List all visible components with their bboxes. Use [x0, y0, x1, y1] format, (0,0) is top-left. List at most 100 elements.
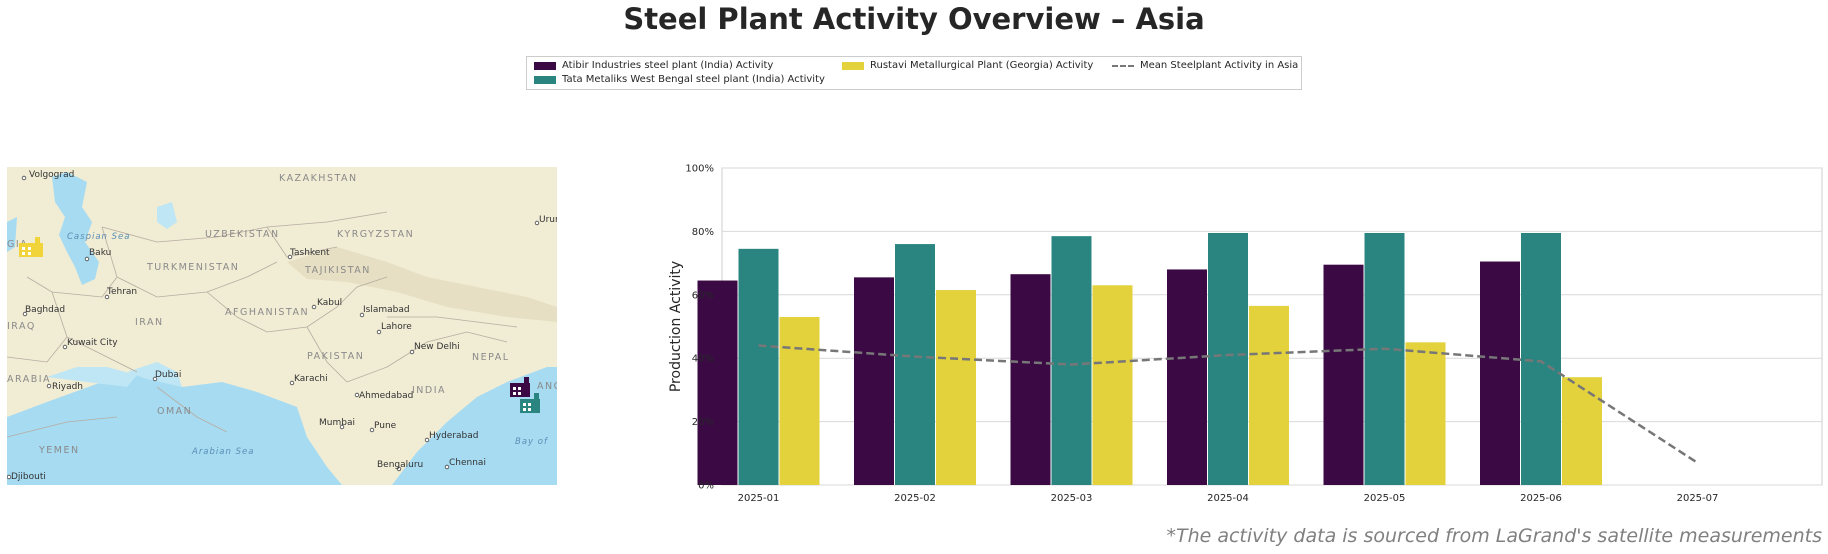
map-caspian-sea: [52, 172, 99, 285]
y-tick-label: 100%: [685, 164, 714, 175]
map-country-label: NEPAL: [472, 352, 510, 363]
map-sea-label: Arabian Sea: [191, 447, 254, 457]
map-country-label: GIA: [7, 239, 28, 250]
bar: [1480, 261, 1520, 485]
legend-swatch-rustavi: [842, 61, 864, 70]
bar: [1051, 236, 1092, 485]
map-city-label: Lahore: [381, 322, 412, 332]
bar: [936, 290, 976, 485]
map-himalaya-shade: [287, 247, 557, 322]
legend-item-rustavi: Rustavi Metallurgical Plant (Georgia) Ac…: [842, 60, 1093, 71]
bar-chart: 0% 20% 40% 60% 80% 100% 2025-01 2025-02 2025-03 2…: [640, 160, 1828, 514]
y-tick-label: 20%: [692, 417, 714, 428]
map-city-dots: [7, 175, 540, 480]
x-tick-label: 2025-03: [1051, 493, 1093, 504]
x-tick-label: 2025-07: [1677, 493, 1719, 504]
factory-icon[interactable]: [510, 377, 530, 397]
y-axis-label: Production Activity: [668, 261, 684, 392]
legend-swatch-tata: [534, 75, 556, 84]
x-tick-label: 2025-06: [1520, 493, 1562, 504]
map-country-label: KAZAKHSTAN: [279, 173, 358, 184]
legend: Atibir Industries steel plant (India) Ac…: [526, 56, 1302, 90]
chart-svg: 0% 20% 40% 60% 80% 100% 2025-01 2025-02 2025-03 2…: [668, 164, 1823, 505]
map-sea-label: Caspian Sea: [67, 232, 130, 242]
map-city-label: Kuwait City: [67, 338, 118, 348]
bar: [738, 248, 779, 485]
bars: [697, 232, 1602, 485]
map-country-label: YEMEN: [38, 445, 80, 456]
footnote: *The activity data is sourced from LaGra…: [1166, 525, 1822, 547]
map-gulf-shade: [47, 367, 137, 387]
map-city-label: Chennai: [449, 458, 486, 468]
map-country-label: AFGHANISTAN: [225, 307, 309, 318]
bar: [1167, 269, 1207, 485]
legend-swatch-mean: [1112, 64, 1134, 67]
map-city-label: Tehran: [106, 287, 137, 297]
map-city-label: Bengaluru: [377, 460, 423, 470]
map-city-label: Dubai: [155, 370, 181, 380]
map-city-label: Hyderabad: [429, 431, 479, 441]
map-sea-label: Bay of: [515, 437, 549, 447]
map-country-label: PAKISTAN: [307, 351, 364, 362]
bar: [1405, 342, 1446, 485]
bar: [1092, 285, 1133, 485]
x-tick-label: 2025-05: [1364, 493, 1406, 504]
map-city-label: Baku: [89, 248, 111, 258]
y-tick-label: 0%: [698, 481, 714, 492]
map-country-label: TURKMENISTAN: [146, 262, 239, 273]
axes: 0% 20% 40% 60% 80% 100% 2025-01 2025-02 2025-03 2…: [668, 164, 1718, 505]
map-city-label: Karachi: [294, 374, 328, 384]
map-country-label: UZBEKISTAN: [205, 229, 280, 240]
bar: [1208, 232, 1248, 485]
factory-icon[interactable]: [520, 393, 540, 413]
map-country-label: ANG: [537, 381, 557, 392]
bar: [1364, 232, 1405, 485]
legend-item-mean: Mean Steelplant Activity in Asia: [1112, 60, 1298, 71]
map-city-label: Djibouti: [11, 472, 46, 482]
factory-icon[interactable]: [19, 237, 43, 257]
bar: [779, 316, 820, 485]
map-city-label: Kabul: [317, 298, 342, 308]
legend-label-atibir: Atibir Industries steel plant (India) Ac…: [562, 60, 774, 71]
x-tick-label: 2025-01: [738, 493, 780, 504]
bar: [697, 280, 738, 485]
map-black-sea: [7, 217, 17, 252]
map-country-label: OMAN: [157, 406, 192, 417]
x-tick-label: 2025-04: [1207, 493, 1249, 504]
chart-title: Steel Plant Activity Overview – Asia: [623, 2, 1205, 36]
map-arabian-sea: [7, 372, 342, 485]
y-tick-label: 80%: [692, 227, 714, 238]
map-country-label: ARABIA: [7, 374, 51, 385]
bar: [1521, 232, 1561, 485]
x-tick-label: 2025-02: [894, 493, 936, 504]
map-persian-gulf: [127, 362, 182, 387]
map-city-label: New Delhi: [414, 342, 460, 352]
legend-item-tata: Tata Metaliks West Bengal steel plant (I…: [534, 74, 825, 85]
bar: [1562, 377, 1602, 485]
legend-label-rustavi: Rustavi Metallurgical Plant (Georgia) Ac…: [870, 60, 1094, 71]
mean-line: [758, 344, 1699, 464]
map-country-label: TAJIKISTAN: [304, 265, 371, 276]
map-aral-sea: [157, 202, 177, 229]
map-city-label: Ahmedabad: [359, 391, 413, 401]
map-city-label: Baghdad: [25, 305, 65, 315]
map-country-label: KYRGYZSTAN: [337, 229, 414, 240]
map-city-label: Islamabad: [363, 305, 410, 315]
bar: [895, 244, 935, 485]
map-city-label: Tashkent: [289, 248, 330, 258]
region-map: KAZAKHSTAN UZBEKISTAN KYRGYZSTAN TURKMEN…: [7, 167, 557, 485]
map-city-label: Pune: [374, 421, 397, 431]
bar: [1010, 274, 1051, 485]
bar: [1323, 264, 1364, 485]
legend-item-atibir: Atibir Industries steel plant (India) Ac…: [534, 60, 773, 71]
legend-label-tata: Tata Metaliks West Bengal steel plant (I…: [562, 74, 825, 85]
y-tick-label: 60%: [692, 290, 714, 301]
y-tick-label: 40%: [692, 354, 714, 365]
map-city-label: Mumbai: [319, 418, 355, 428]
legend-swatch-atibir: [534, 61, 556, 70]
map-country-label: INDIA: [412, 385, 446, 396]
map-city-label: Riyadh: [52, 382, 83, 392]
map-city-label: Volgograd: [29, 170, 74, 180]
map-country-label: IRAQ: [7, 321, 36, 332]
map-borders: [7, 211, 518, 438]
